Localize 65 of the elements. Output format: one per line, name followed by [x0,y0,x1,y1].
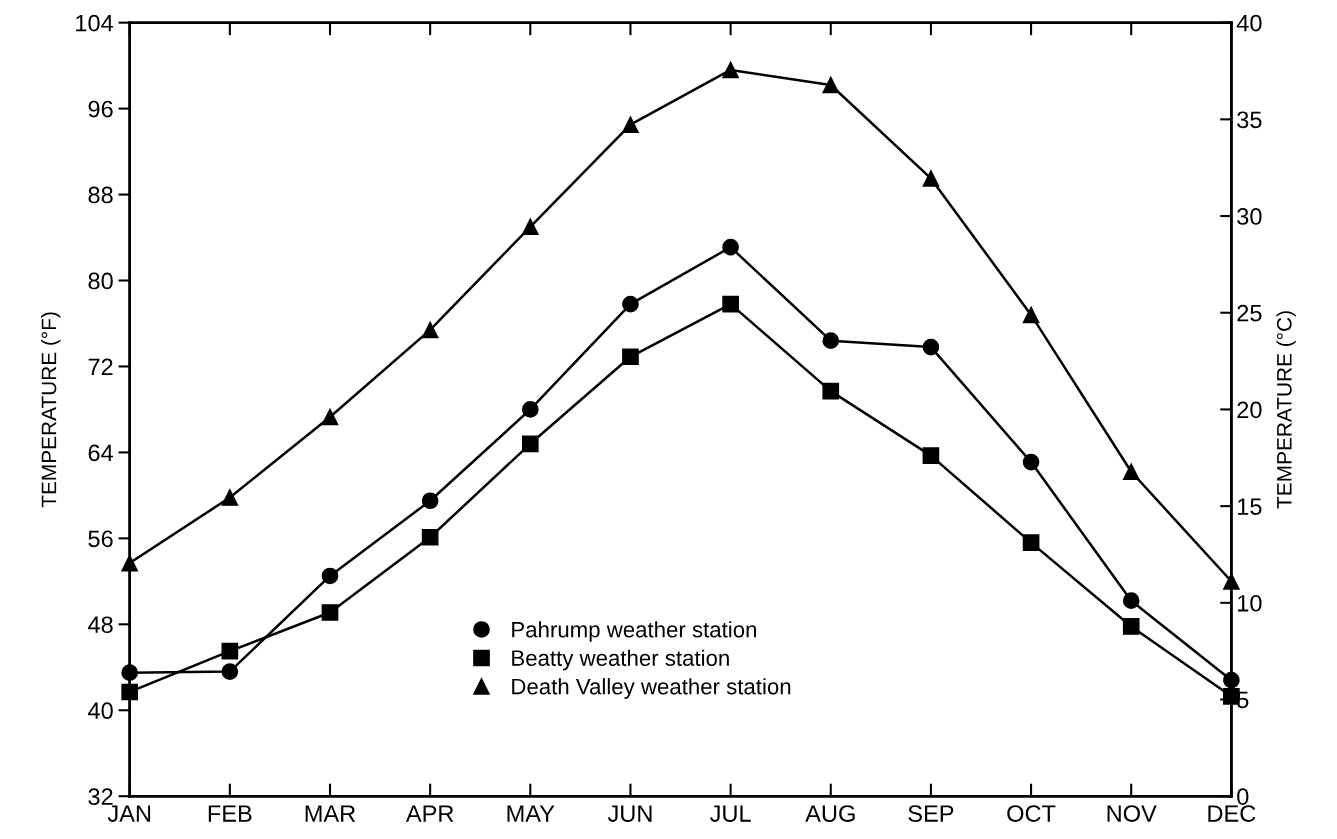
point [421,321,439,339]
point [421,528,439,546]
x-tick-label: JUL [709,805,751,822]
point [221,489,239,506]
point [722,295,739,313]
y-tick-label: 56 [88,530,113,548]
point [722,238,739,256]
y-tick-label: 72 [88,358,113,376]
point [1122,592,1140,610]
legend-label: Death Valley weather station [512,678,791,699]
legend-label: Beatty weather station [512,649,729,671]
point [521,401,539,418]
y2-axis-title: TEMPERATURE (°C) [1276,311,1296,509]
point [1022,534,1040,551]
y-axis-title: TEMPERATURE (°F) [41,312,61,508]
point [1122,463,1140,481]
y2-tick-label: 40 [1236,14,1262,32]
point [822,382,840,400]
legend-label: Pahrump weather station [512,621,756,642]
point [521,218,539,236]
point [1122,618,1140,635]
y-tick-label: 40 [88,702,113,720]
x-tick-label: JUN [607,805,652,822]
point [622,295,639,313]
point [822,76,840,94]
y2-tick-label: 20 [1237,401,1262,419]
y2-tick-label: 25 [1237,304,1262,322]
point [922,338,940,356]
point [421,492,439,510]
y2-tick-label: 15 [1238,498,1262,515]
y2-tick-label: 35 [1237,111,1262,129]
x-tick-label: NOV [1107,805,1157,822]
y-tick-label: 32 [88,788,113,805]
point [922,170,940,187]
point [1022,306,1040,324]
point [321,567,339,585]
point [221,663,239,680]
point [622,116,639,134]
x-tick-label: MAR [305,805,356,822]
point [622,348,639,366]
x-tick-label: FEB [208,805,252,822]
point [321,604,339,621]
y-tick-label: 48 [88,616,113,634]
y-tick-label: 104 [76,14,114,32]
y-tick-label: 88 [88,186,113,204]
point [321,408,339,426]
x-tick-label: OCT [1007,805,1056,822]
point [1022,453,1040,471]
point [922,447,940,464]
y-tick-label: 64 [88,444,114,462]
y-tick-label: 80 [88,272,113,290]
point [722,61,739,79]
x-tick-label: AUG [805,805,855,822]
point [521,435,539,453]
x-tick-label: MAY [507,805,555,822]
point [822,332,840,350]
y2-tick-label: 10 [1238,594,1262,612]
y-tick-label: 96 [88,100,113,118]
x-tick-label: APR [405,805,454,822]
point [221,642,239,660]
x-tick-label: DEC [1208,805,1256,822]
y2-tick-label: 0 [1237,788,1249,805]
x-tick-label: SEP [908,805,954,822]
x-tick-label: JAN [107,805,151,822]
y2-tick-label: 30 [1237,208,1262,225]
